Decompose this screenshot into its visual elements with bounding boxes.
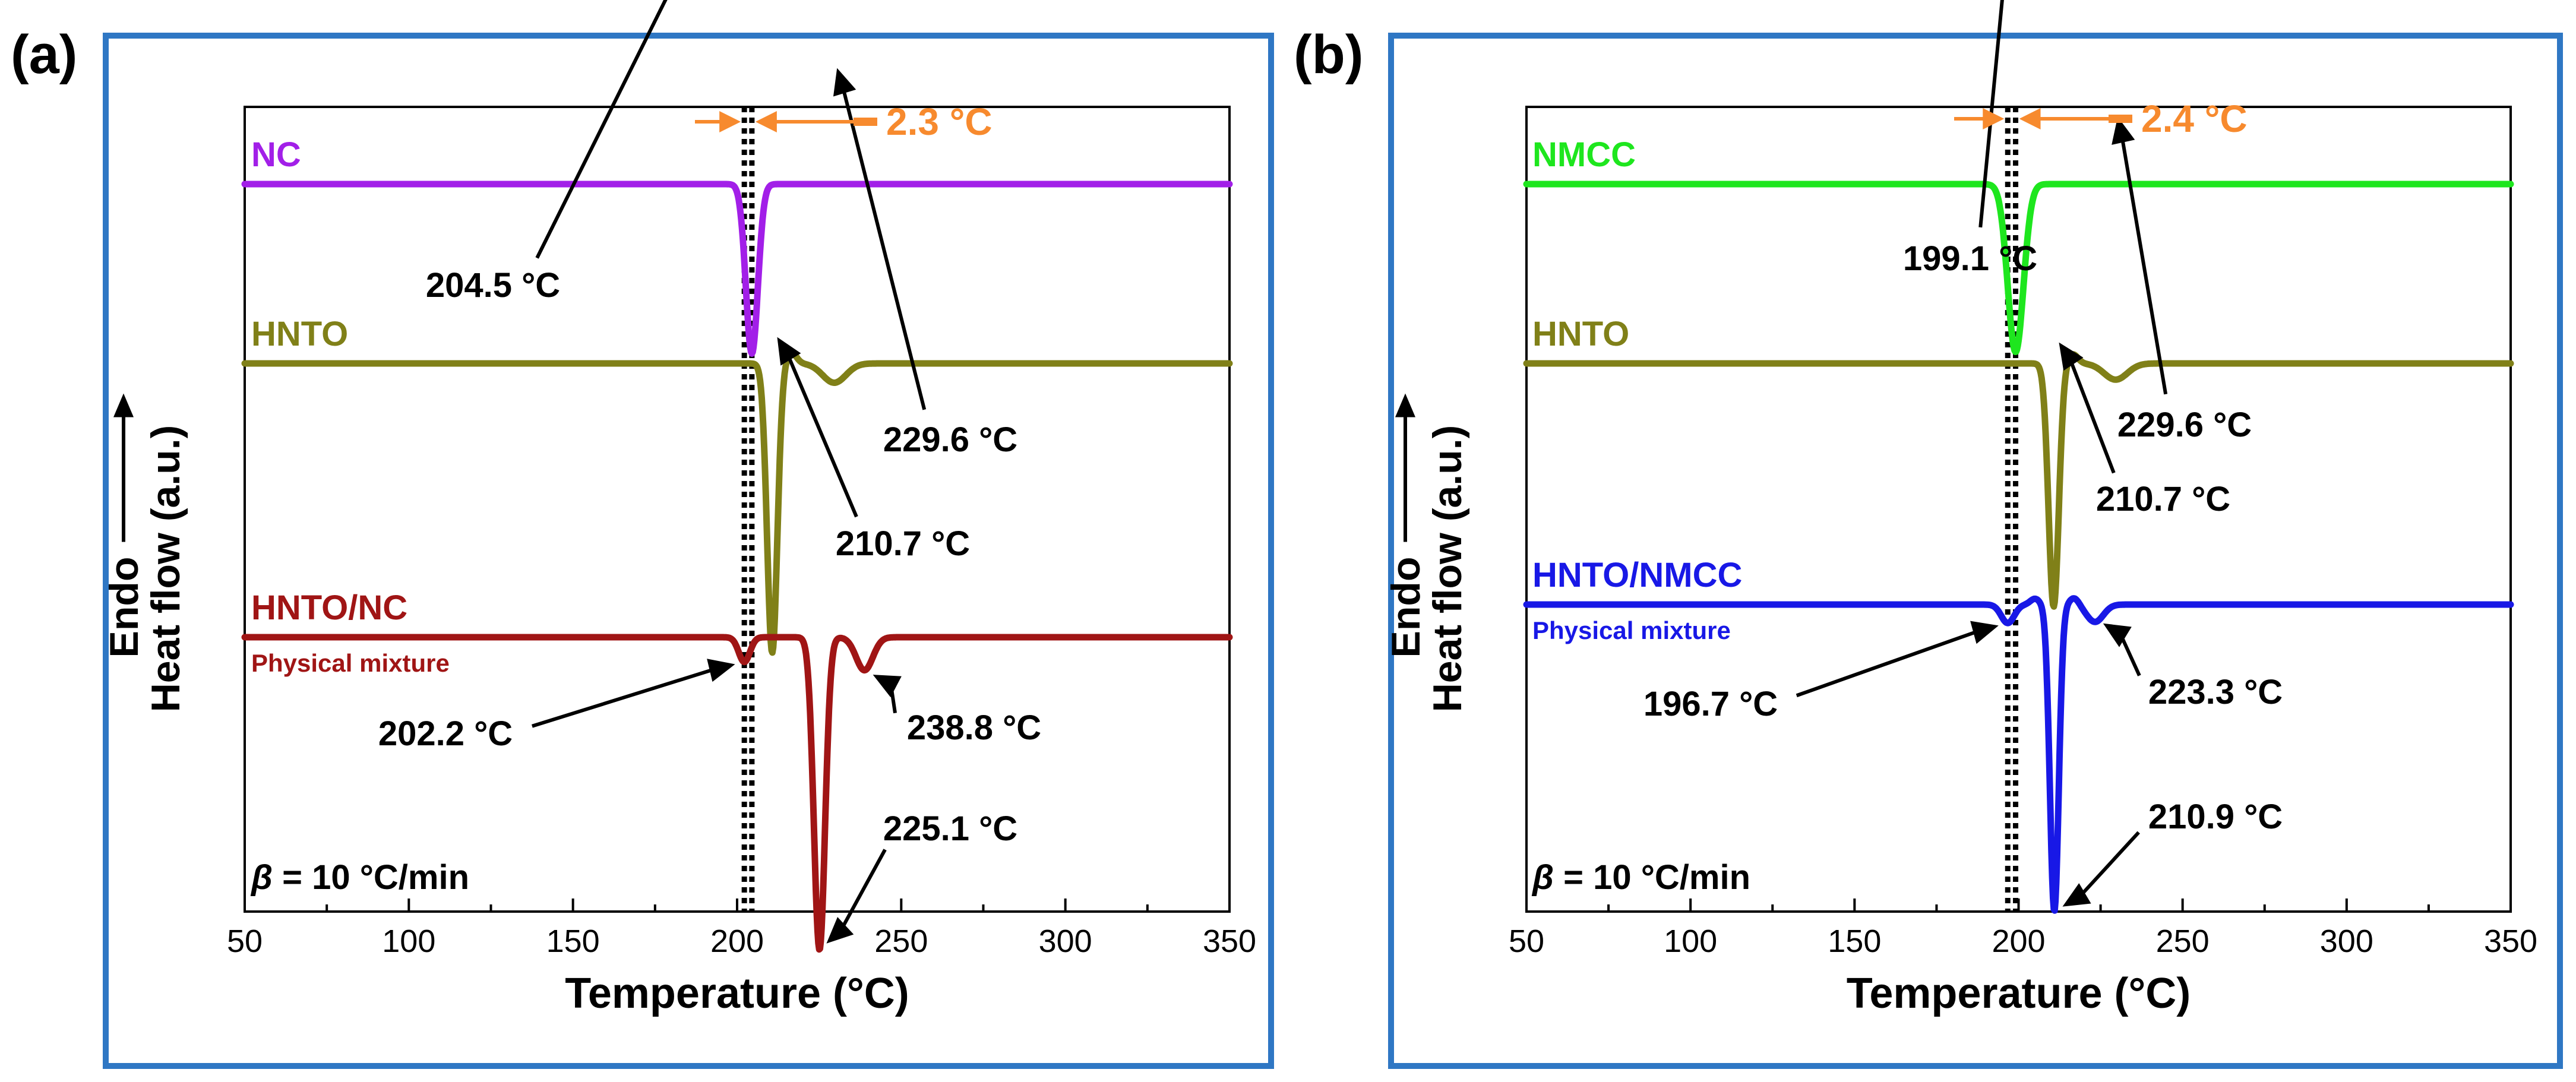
annotation-arrow-head — [873, 675, 902, 698]
peak-annotation: 204.5 °C — [426, 266, 560, 305]
series-label: NMCC — [1532, 135, 1636, 174]
series-line — [241, 181, 1233, 357]
annotation-arrow-head — [1970, 621, 1999, 644]
heating-rate: β = 10 °C/min — [250, 858, 469, 897]
dsc-chart-b: 50 100 150 200 250 300 350 Temperature (°C) Heat… — [1383, 0, 2563, 1069]
y-axis-title: Heat flow (a.u.) — [143, 425, 188, 713]
x-tick-label: 150 — [546, 923, 600, 959]
peak-annotation: 210.7 °C — [2096, 480, 2230, 518]
annotation-arrow-head — [707, 659, 735, 682]
annotation-arrow — [2120, 136, 2168, 395]
shift-arrow-right-head — [755, 111, 777, 132]
rate-value: = 10 °C/min — [273, 858, 469, 897]
rate-value: = 10 °C/min — [1554, 858, 1750, 897]
peak-annotation: 210.9 °C — [2148, 798, 2283, 836]
y-axis-title: Heat flow (a.u.) — [1425, 425, 1470, 713]
x-tick-label: 350 — [1203, 923, 1256, 959]
series-label: NC — [251, 135, 301, 174]
panel-frame — [103, 33, 1274, 1069]
annotation-arrow — [535, 0, 668, 259]
annotation-arrow-head — [826, 917, 854, 944]
x-tick-label: 150 — [1828, 923, 1881, 959]
shift-value: 2.3 °C — [886, 100, 993, 143]
peak-annotation: 225.1 °C — [883, 809, 1017, 848]
x-tick-label: 50 — [227, 923, 263, 959]
x-tick-label: 200 — [1992, 923, 2045, 959]
series-label: HNTO — [1532, 315, 1629, 353]
annotation-arrow — [2119, 633, 2141, 676]
shift-arrow-left-head — [719, 111, 741, 132]
series-line — [241, 634, 1233, 953]
series-label: HNTO/NMCC — [1532, 556, 1742, 594]
annotation-arrow-head — [2059, 342, 2084, 371]
panel-b-letter: (b) — [1294, 24, 1364, 85]
x-tick-label: 250 — [874, 923, 928, 959]
peak-annotation: 199.1 °C — [1903, 239, 2037, 278]
shift-value: 2.4 °C — [2141, 97, 2248, 140]
peak-annotation: 229.6 °C — [2117, 406, 2252, 444]
annotation-arrow — [839, 849, 887, 931]
annotation-arrow — [1978, 0, 2004, 228]
dsc-chart-a: 50 100 150 200 250 300 350 Temperature (°C) Heat… — [102, 0, 1274, 1069]
plot-area — [244, 106, 1231, 913]
panel-frame — [1388, 33, 2563, 1069]
heating-rate: β = 10 °C/min — [1531, 858, 1750, 897]
series-label: HNTO/NC — [251, 589, 407, 627]
x-tick-label: 50 — [1509, 923, 1544, 959]
annotation-arrow — [531, 667, 716, 728]
x-tick-label: 200 — [710, 923, 764, 959]
peak-annotation: 223.3 °C — [2148, 673, 2283, 711]
shift-arrow-left-head — [1983, 108, 2005, 129]
peak-annotation: 229.6 °C — [883, 420, 1017, 459]
series-subtitle: Physical mixture — [251, 649, 450, 677]
annotation-arrow — [841, 87, 927, 410]
series-line — [241, 349, 1233, 656]
endo-arrow-head — [1395, 393, 1415, 417]
beta-symbol: β — [250, 858, 273, 897]
annotation-arrow — [2078, 831, 2140, 898]
series-line — [1523, 181, 2514, 355]
x-axis-title: Temperature (°C) — [565, 970, 909, 1017]
x-tick-label: 300 — [1039, 923, 1092, 959]
annotation-arrow-head — [833, 68, 856, 97]
x-axis-title: Temperature (°C) — [1847, 970, 2191, 1017]
annotation-arrow-head — [2103, 623, 2132, 647]
series-line — [1523, 351, 2514, 610]
series-label: HNTO — [251, 315, 348, 353]
annotation-arrow — [786, 353, 858, 518]
annotation-arrow — [1796, 629, 1980, 698]
annotation-arrow — [2068, 358, 2116, 474]
x-tick-label: 100 — [382, 923, 435, 959]
plot-area — [1525, 106, 2512, 913]
endo-arrow-head — [113, 393, 134, 417]
peak-annotation: 196.7 °C — [1643, 685, 1778, 723]
beta-symbol: β — [1531, 858, 1554, 897]
series-line — [1523, 595, 2514, 914]
x-tick-label: 100 — [1664, 923, 1717, 959]
shift-arrow-right-head — [2019, 108, 2041, 129]
x-tick-label: 300 — [2320, 923, 2373, 959]
annotation-arrow-head — [777, 337, 801, 366]
peak-annotation: 238.8 °C — [907, 708, 1041, 747]
annotation-arrow-head — [2112, 116, 2135, 145]
series-subtitle: Physical mixture — [1532, 616, 1731, 644]
x-tick-label: 250 — [2156, 923, 2210, 959]
peak-annotation: 210.7 °C — [836, 524, 970, 563]
endo-label: Endo — [102, 557, 147, 658]
x-tick-label: 350 — [2484, 923, 2537, 959]
peak-annotation: 202.2 °C — [378, 714, 513, 753]
panel-a-letter: (a) — [11, 24, 78, 85]
endo-label: Endo — [1383, 557, 1428, 658]
annotation-arrow-head — [2062, 883, 2091, 907]
